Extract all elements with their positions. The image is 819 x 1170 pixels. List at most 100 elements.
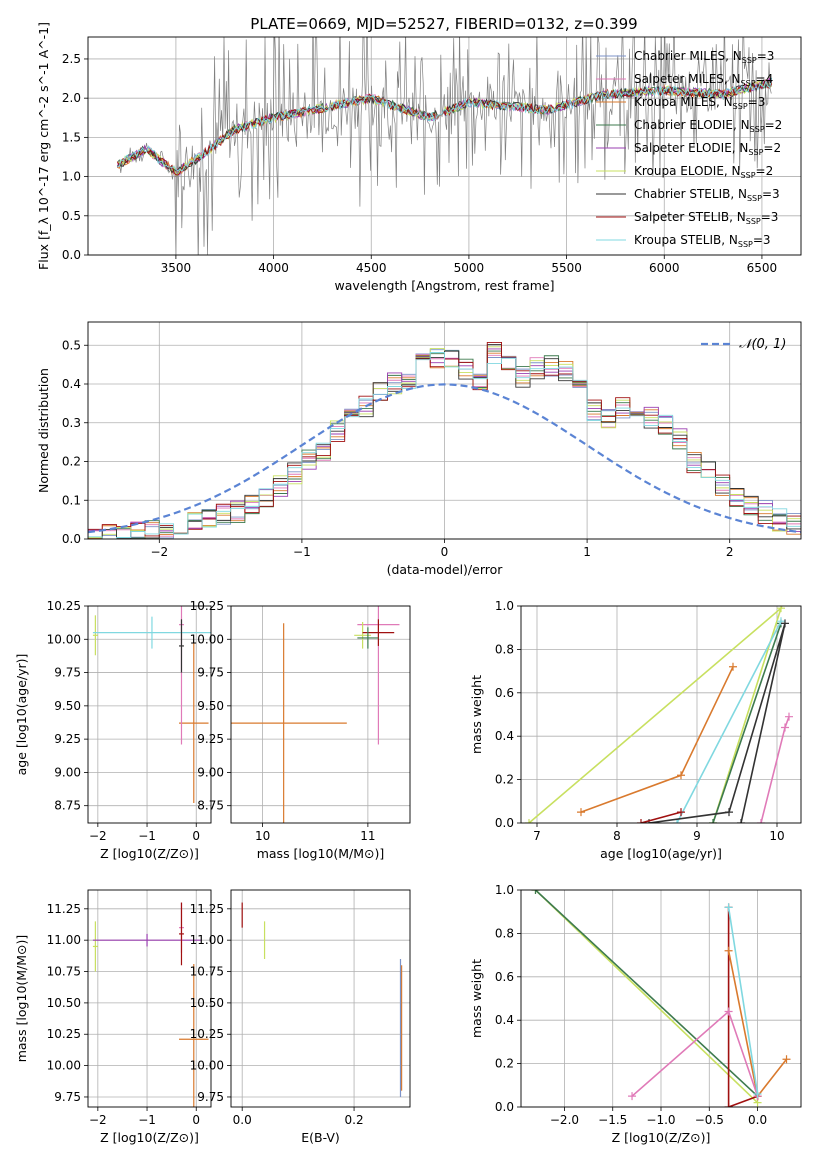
weight-marker: [729, 662, 737, 671]
weight-marker: [781, 723, 789, 732]
weight-marker: [753, 1089, 762, 1098]
weight-line-salpeter-miles: [760, 716, 790, 823]
x-tick-label: −1: [138, 1113, 156, 1127]
x-tick-label: 8: [613, 829, 621, 843]
x-tick-label: 10: [769, 829, 784, 843]
model-line-salpeter-stelib: [116, 79, 773, 176]
legend-label: Kroupa ELODIE, NSSP=2: [634, 164, 773, 180]
y-tick-label: 0.0: [62, 532, 81, 546]
weight-marker: [709, 819, 717, 823]
y-tick-label: 0.6: [495, 970, 514, 984]
legend-count: =3: [748, 95, 766, 109]
weight-marker: [757, 819, 765, 823]
histogram-kroupa-elodie: [88, 346, 801, 539]
model-line-kroupa-elodie: [117, 80, 773, 176]
legend-subscript: SSP: [746, 217, 761, 226]
weight-line-chabrier-stelib: [648, 623, 786, 823]
y-tick-label: 10.00: [190, 1059, 224, 1073]
histogram-salpeter-stelib: [88, 342, 801, 539]
y-tick-label: 0.2: [495, 773, 514, 787]
y-tick-label: 2.5: [62, 52, 81, 66]
y-tick-label: 10.25: [47, 599, 81, 613]
y-tick-label: 11.00: [190, 933, 224, 947]
panel-residuals: −2 −1 0 1 2 0.0 0.1 0.2 0.3 0.4 0.5 (data-model)/er…: [36, 321, 802, 577]
y-tick-label: 0.8: [495, 642, 514, 656]
figure-title: PLATE=0669, MJD=52527, FIBERID=0132, z=0…: [250, 15, 637, 33]
legend-subscript: SSP: [738, 240, 753, 249]
y-tick-label: 0.6: [495, 686, 514, 700]
x-tick-label: 2: [726, 545, 734, 559]
weight-line-salpeter-miles: [631, 1010, 759, 1097]
legend: Chabrier MILES, NSSP=3 Salpeter MILES, NS…: [596, 49, 782, 249]
weight-line-chabrier-elodie: [712, 623, 782, 823]
x-tick-label: 4500: [356, 261, 387, 275]
y-tick-label: 11.25: [47, 902, 81, 916]
axes-frame: [230, 889, 411, 1108]
y-tick-label: 10.50: [190, 996, 224, 1010]
weight-marker: [725, 808, 733, 817]
x-tick-label: 6000: [649, 261, 680, 275]
x-tick-label: 0: [192, 829, 200, 843]
x-tick-label: 0.2: [345, 1113, 364, 1127]
y-tick-label: 10.75: [190, 965, 224, 979]
weight-marker: [637, 819, 645, 823]
legend-count: =3: [753, 233, 771, 247]
legend-subscript: SSP: [733, 102, 748, 111]
axes-frame: [87, 605, 212, 824]
x-tick-label: −1: [293, 545, 311, 559]
legend-label-normal: 𝒩(0, 1): [739, 337, 786, 352]
x-tick-label: 9: [693, 829, 701, 843]
legend-count: =3: [757, 49, 775, 63]
histogram-chabrier-stelib: [88, 344, 801, 539]
legend-subscript: SSP: [747, 194, 762, 203]
y-tick-label: 9.50: [54, 699, 81, 713]
x-tick-label: 4000: [258, 261, 289, 275]
y-tick-label: 9.00: [197, 765, 224, 779]
plot-area-weight_vs_age: [525, 606, 793, 823]
axes-frame: [520, 889, 802, 1108]
y-tick-label: 0.1: [62, 493, 81, 507]
weight-marker: [737, 819, 745, 823]
plot-area-mass_vs_ebv: [241, 902, 403, 1097]
y-tick-label: 10.50: [47, 996, 81, 1010]
weight-line-kroupa-stelib: [727, 907, 759, 1095]
weight-marker: [724, 903, 733, 912]
x-axis-label: (data-model)/error: [387, 562, 504, 577]
y-tick-label: 10.25: [190, 599, 224, 613]
weight-marker: [781, 619, 789, 628]
histogram-kroupa-stelib: [88, 352, 801, 539]
x-tick-label: −1.0: [646, 1113, 675, 1127]
weight-marker: [577, 808, 585, 817]
y-tick-label: 0.5: [62, 209, 81, 223]
panel-weight_vs_age: 7 8 9 10 0.0 0.2 0.4 0.6 0.8 1.0 age [log10(age/yr…: [469, 599, 802, 861]
plot-area-age_vs_Z: [92, 606, 211, 804]
x-axis-label: Z [log10(Z/Z⊙)]: [100, 846, 199, 861]
y-axis-label: mass weight: [469, 959, 484, 1038]
y-tick-label: 10.25: [190, 1027, 224, 1041]
y-tick-label: 8.75: [197, 799, 224, 813]
x-tick-label: 0: [192, 1113, 200, 1127]
panel-weight_vs_Z: −2.0 −1.5 −1.0 −0.5 0.0 0.0 0.2 0.4 0.6 0.8 1.0 Z […: [469, 883, 802, 1145]
plot-area-weight_vs_Z: [531, 890, 791, 1107]
weight-line-chabrier-elodie: [534, 890, 759, 1097]
y-tick-label: 10.75: [47, 965, 81, 979]
y-tick-label: 0.4: [495, 729, 514, 743]
plot-area-spectrum: [116, 37, 773, 255]
legend-label: Kroupa STELIB, NSSP=3: [634, 233, 771, 249]
weight-marker: [724, 1103, 733, 1107]
x-axis-label: Z [log10(Z/Z⊙)]: [100, 1130, 199, 1145]
y-tick-label: 9.00: [54, 765, 81, 779]
weight-marker: [724, 1007, 733, 1016]
plot-area-residuals: [88, 342, 801, 539]
y-tick-label: 0.5: [62, 338, 81, 352]
y-axis-label: Flux [f_λ 10^-17 erg cm^-2 s^-1 A^-1]: [36, 22, 51, 270]
x-tick-label: 7: [533, 829, 541, 843]
x-axis-label: Z [log10(Z/Z⊙)]: [612, 1130, 711, 1145]
weight-line-kroupa-miles: [580, 666, 734, 813]
y-tick-label: 9.75: [54, 1090, 81, 1104]
x-axis-label: age [log10(age/yr)]: [600, 846, 722, 861]
legend-label: Salpeter MILES, NSSP=4: [634, 72, 773, 88]
y-tick-label: 8.75: [54, 799, 81, 813]
y-tick-label: 1.0: [495, 883, 514, 897]
y-tick-label: 2.0: [62, 91, 81, 105]
